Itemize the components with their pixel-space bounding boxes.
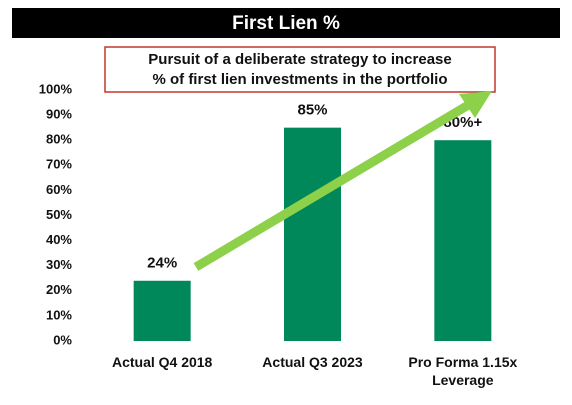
y-tick-label: 90% [46, 107, 72, 122]
value-label: 85% [297, 102, 327, 119]
chart-title: First Lien % [232, 13, 340, 34]
bar [434, 140, 492, 341]
x-tick-label: Actual Q4 2018 [111, 354, 213, 370]
y-tick-label: 0% [53, 332, 72, 347]
annotation: % of first lien investments in the portf… [152, 71, 447, 88]
y-tick-label: 80% [46, 132, 72, 147]
y-tick-label: 60% [46, 182, 72, 197]
y-tick-label: 100% [39, 81, 73, 96]
y-tick-label: 30% [46, 257, 72, 272]
trend-arrow [193, 100, 473, 271]
y-tick-label: 10% [46, 307, 72, 322]
annotation: Pursuit of a deliberate strategy to incr… [148, 51, 451, 68]
y-tick-label: 50% [46, 207, 72, 222]
title-banner [12, 8, 560, 38]
y-tick-label: 20% [46, 282, 72, 297]
y-tick-label: 40% [46, 232, 72, 247]
y-tick-label: 70% [46, 157, 72, 172]
x-tick-label: Pro Forma 1.15x Leverage [408, 354, 518, 388]
bar [133, 280, 191, 341]
x-tick-label: Actual Q3 2023 [262, 354, 363, 370]
value-label: 24% [147, 255, 177, 272]
bar [284, 127, 341, 342]
trend-arrow-head [459, 91, 492, 118]
annotation-box [104, 46, 496, 93]
